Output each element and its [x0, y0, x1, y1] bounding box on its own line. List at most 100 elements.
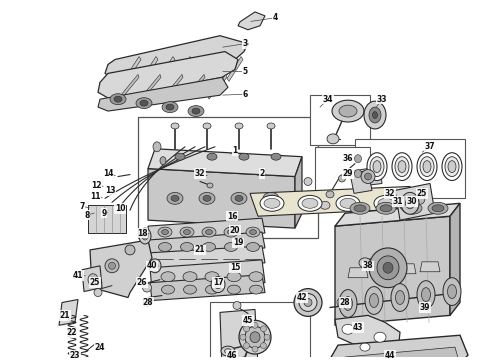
- Bar: [310, 95, 370, 145]
- Text: 4: 4: [272, 13, 278, 22]
- Text: 42: 42: [297, 293, 307, 302]
- Ellipse shape: [370, 157, 384, 176]
- Ellipse shape: [162, 102, 178, 113]
- Ellipse shape: [153, 142, 161, 152]
- Ellipse shape: [343, 297, 352, 310]
- Ellipse shape: [227, 272, 241, 282]
- Polygon shape: [150, 275, 265, 301]
- Ellipse shape: [250, 332, 260, 343]
- Polygon shape: [150, 260, 265, 291]
- Text: 32: 32: [195, 169, 205, 178]
- Ellipse shape: [158, 243, 172, 251]
- Ellipse shape: [399, 196, 411, 210]
- Polygon shape: [420, 262, 440, 272]
- Text: 34: 34: [323, 95, 333, 104]
- Ellipse shape: [227, 285, 241, 294]
- Bar: [210, 302, 310, 360]
- Text: 28: 28: [143, 298, 153, 307]
- Text: 37: 37: [425, 142, 435, 151]
- Ellipse shape: [203, 123, 211, 129]
- Ellipse shape: [125, 245, 135, 255]
- Ellipse shape: [249, 285, 263, 294]
- Text: 21: 21: [195, 246, 205, 255]
- Text: 41: 41: [73, 271, 83, 280]
- Ellipse shape: [406, 205, 418, 212]
- Text: 9: 9: [101, 209, 107, 218]
- Text: 7: 7: [79, 202, 85, 211]
- Text: 32: 32: [385, 189, 395, 198]
- Ellipse shape: [326, 191, 334, 198]
- Polygon shape: [90, 240, 152, 297]
- Ellipse shape: [339, 105, 357, 117]
- Ellipse shape: [221, 346, 235, 356]
- Ellipse shape: [224, 348, 231, 354]
- Ellipse shape: [166, 104, 174, 110]
- Ellipse shape: [342, 324, 354, 334]
- Ellipse shape: [108, 262, 116, 269]
- Ellipse shape: [372, 112, 377, 118]
- Ellipse shape: [339, 175, 345, 182]
- Ellipse shape: [249, 230, 256, 235]
- Ellipse shape: [183, 230, 191, 235]
- Ellipse shape: [421, 288, 431, 302]
- Polygon shape: [396, 264, 416, 274]
- Ellipse shape: [162, 285, 174, 294]
- Text: 20: 20: [230, 226, 240, 235]
- Polygon shape: [372, 266, 392, 276]
- Polygon shape: [450, 203, 460, 315]
- Ellipse shape: [171, 195, 179, 201]
- Ellipse shape: [140, 100, 148, 106]
- Ellipse shape: [395, 157, 409, 176]
- Polygon shape: [355, 167, 382, 186]
- Ellipse shape: [192, 108, 200, 114]
- Text: 17: 17: [213, 278, 223, 287]
- Ellipse shape: [180, 243, 194, 251]
- Text: 6: 6: [243, 90, 247, 99]
- Polygon shape: [220, 310, 258, 360]
- Polygon shape: [250, 186, 418, 216]
- Ellipse shape: [350, 202, 370, 214]
- Ellipse shape: [327, 134, 339, 144]
- Ellipse shape: [224, 227, 238, 237]
- Ellipse shape: [340, 198, 356, 208]
- Bar: [138, 117, 318, 238]
- Ellipse shape: [252, 322, 258, 328]
- Polygon shape: [295, 157, 302, 228]
- Ellipse shape: [271, 153, 281, 160]
- Ellipse shape: [207, 183, 213, 188]
- Polygon shape: [238, 12, 265, 30]
- Text: 29: 29: [343, 169, 353, 178]
- Text: 24: 24: [95, 343, 105, 352]
- Ellipse shape: [136, 98, 152, 109]
- Text: 3: 3: [243, 39, 247, 48]
- Polygon shape: [210, 57, 226, 81]
- Polygon shape: [335, 203, 460, 226]
- Ellipse shape: [298, 195, 322, 211]
- Text: 16: 16: [227, 212, 237, 221]
- Ellipse shape: [392, 153, 412, 180]
- Text: 23: 23: [70, 351, 80, 360]
- Text: 25: 25: [417, 189, 427, 198]
- Ellipse shape: [320, 201, 330, 209]
- Text: 5: 5: [243, 67, 247, 76]
- Ellipse shape: [423, 161, 431, 172]
- Text: 8: 8: [84, 211, 90, 220]
- Polygon shape: [193, 57, 209, 81]
- Ellipse shape: [205, 272, 219, 282]
- Ellipse shape: [417, 153, 437, 180]
- Ellipse shape: [233, 302, 241, 310]
- Ellipse shape: [175, 153, 185, 160]
- Polygon shape: [348, 268, 368, 278]
- Ellipse shape: [365, 173, 371, 180]
- Ellipse shape: [252, 346, 258, 352]
- Polygon shape: [142, 75, 161, 99]
- Ellipse shape: [402, 202, 422, 214]
- Ellipse shape: [114, 96, 122, 102]
- Text: 22: 22: [67, 328, 77, 337]
- Ellipse shape: [199, 192, 215, 204]
- Ellipse shape: [249, 272, 263, 282]
- Ellipse shape: [391, 284, 409, 311]
- Ellipse shape: [398, 161, 406, 172]
- Text: 10: 10: [115, 204, 125, 213]
- Ellipse shape: [139, 228, 151, 244]
